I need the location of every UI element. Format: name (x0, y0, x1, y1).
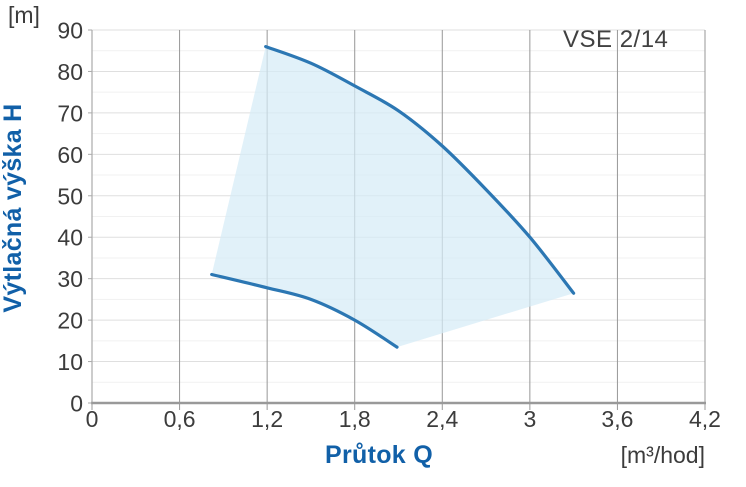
x-tick-label: 3 (523, 406, 536, 432)
operating-envelope-fill (211, 46, 574, 348)
x-tick-label: 4,2 (689, 406, 721, 432)
y-tick-label: 10 (57, 349, 83, 375)
y-axis-title: Výtlačná výška H (0, 103, 27, 313)
upper-limit-curve (264, 45, 576, 295)
y-tick-label: 80 (57, 59, 83, 85)
x-tick-label: 1,2 (251, 406, 283, 432)
pump-model-label: VSE 2/14 (563, 26, 669, 53)
x-axis-title: Průtok Q (325, 441, 433, 469)
x-tick-label: 0 (86, 406, 99, 432)
y-tick-label: 0 (70, 391, 83, 417)
y-tick-label: 40 (57, 225, 83, 251)
y-axis-unit: [m] (8, 2, 40, 28)
x-tick-label: 2,4 (426, 406, 458, 432)
x-axis-unit: [m³/hod] (620, 442, 705, 468)
y-tick-label: 30 (57, 266, 83, 292)
x-tick-label: 0,6 (164, 406, 196, 432)
lower-limit-curve (210, 272, 399, 349)
y-tick-label: 50 (57, 183, 83, 209)
y-tick-label: 90 (57, 18, 83, 44)
y-tick-label: 70 (57, 100, 83, 126)
y-tick-label: 20 (57, 308, 83, 334)
x-tick-label: 1,8 (339, 406, 371, 432)
y-tick-label: 60 (57, 142, 83, 168)
x-tick-label: 3,6 (601, 406, 633, 432)
